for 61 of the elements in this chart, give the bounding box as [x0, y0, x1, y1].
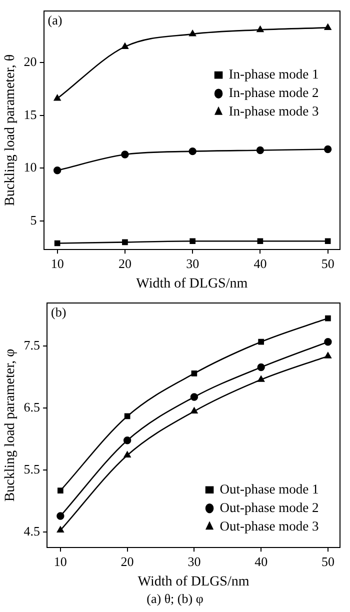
legend-label: In-phase mode 1: [228, 66, 319, 82]
point: [124, 413, 130, 420]
y-tick-label: 20: [24, 54, 37, 69]
x-tick-label: 20: [120, 554, 134, 569]
x-axis-title: Width of DLGS/nm: [136, 276, 248, 292]
point: [256, 26, 264, 32]
chart-title: (b): [51, 304, 66, 320]
chart-title: (a): [48, 12, 62, 28]
point: [57, 526, 64, 532]
x-tick-label: 40: [254, 554, 268, 569]
legend-label: In-phase mode 3: [228, 104, 319, 119]
y-tick-label: 5.5: [24, 462, 40, 477]
point: [257, 238, 264, 244]
point: [56, 512, 64, 520]
y-axis-title: Buckling load parameter, φ: [3, 348, 18, 502]
point: [324, 238, 331, 244]
y-tick-label: 4.5: [24, 524, 40, 539]
y-tick-label: 10: [24, 160, 37, 175]
point: [121, 150, 129, 158]
y-tick-label: 6.5: [24, 400, 40, 415]
point: [325, 315, 331, 322]
point: [123, 436, 132, 444]
point: [256, 146, 264, 154]
point: [54, 94, 61, 101]
point: [258, 338, 264, 345]
point: [190, 407, 198, 414]
point: [258, 376, 264, 382]
x-tick-label: 40: [254, 256, 267, 271]
point: [58, 488, 64, 494]
point: [324, 145, 332, 154]
y-tick-label: 7.5: [24, 338, 40, 353]
point: [324, 352, 332, 358]
point: [122, 42, 128, 49]
point: [324, 338, 332, 346]
x-axis-title: Width of DLGS/nm: [138, 574, 250, 590]
point: [190, 238, 196, 244]
point: [124, 451, 131, 458]
x-tick-label: 50: [321, 554, 334, 569]
point: [324, 24, 332, 30]
point: [189, 30, 196, 36]
x-tick-label: 30: [186, 256, 200, 271]
point: [191, 370, 198, 376]
x-tick-label: 20: [118, 256, 132, 271]
point: [122, 239, 128, 246]
legend-label: In-phase mode 2: [228, 85, 319, 100]
y-tick-label: 5: [30, 212, 37, 228]
y-tick-label: 15: [24, 106, 37, 122]
text: (a) θ; (b) φ: [146, 590, 204, 608]
point: [257, 363, 265, 372]
legend-label: Out-phase mode 1: [220, 481, 319, 496]
y-axis-title: Buckling load parameter, θ: [3, 54, 18, 206]
point: [188, 147, 196, 156]
x-tick-label: 30: [188, 554, 201, 569]
x-tick-label: 10: [50, 256, 64, 271]
legend-label: Out-phase mode 3: [220, 518, 319, 534]
point: [53, 166, 62, 174]
point: [54, 240, 60, 246]
legend-label: Out-phase mode 2: [220, 500, 319, 515]
point: [190, 393, 198, 401]
x-tick-label: 10: [54, 554, 67, 569]
x-tick-label: 50: [321, 256, 334, 271]
